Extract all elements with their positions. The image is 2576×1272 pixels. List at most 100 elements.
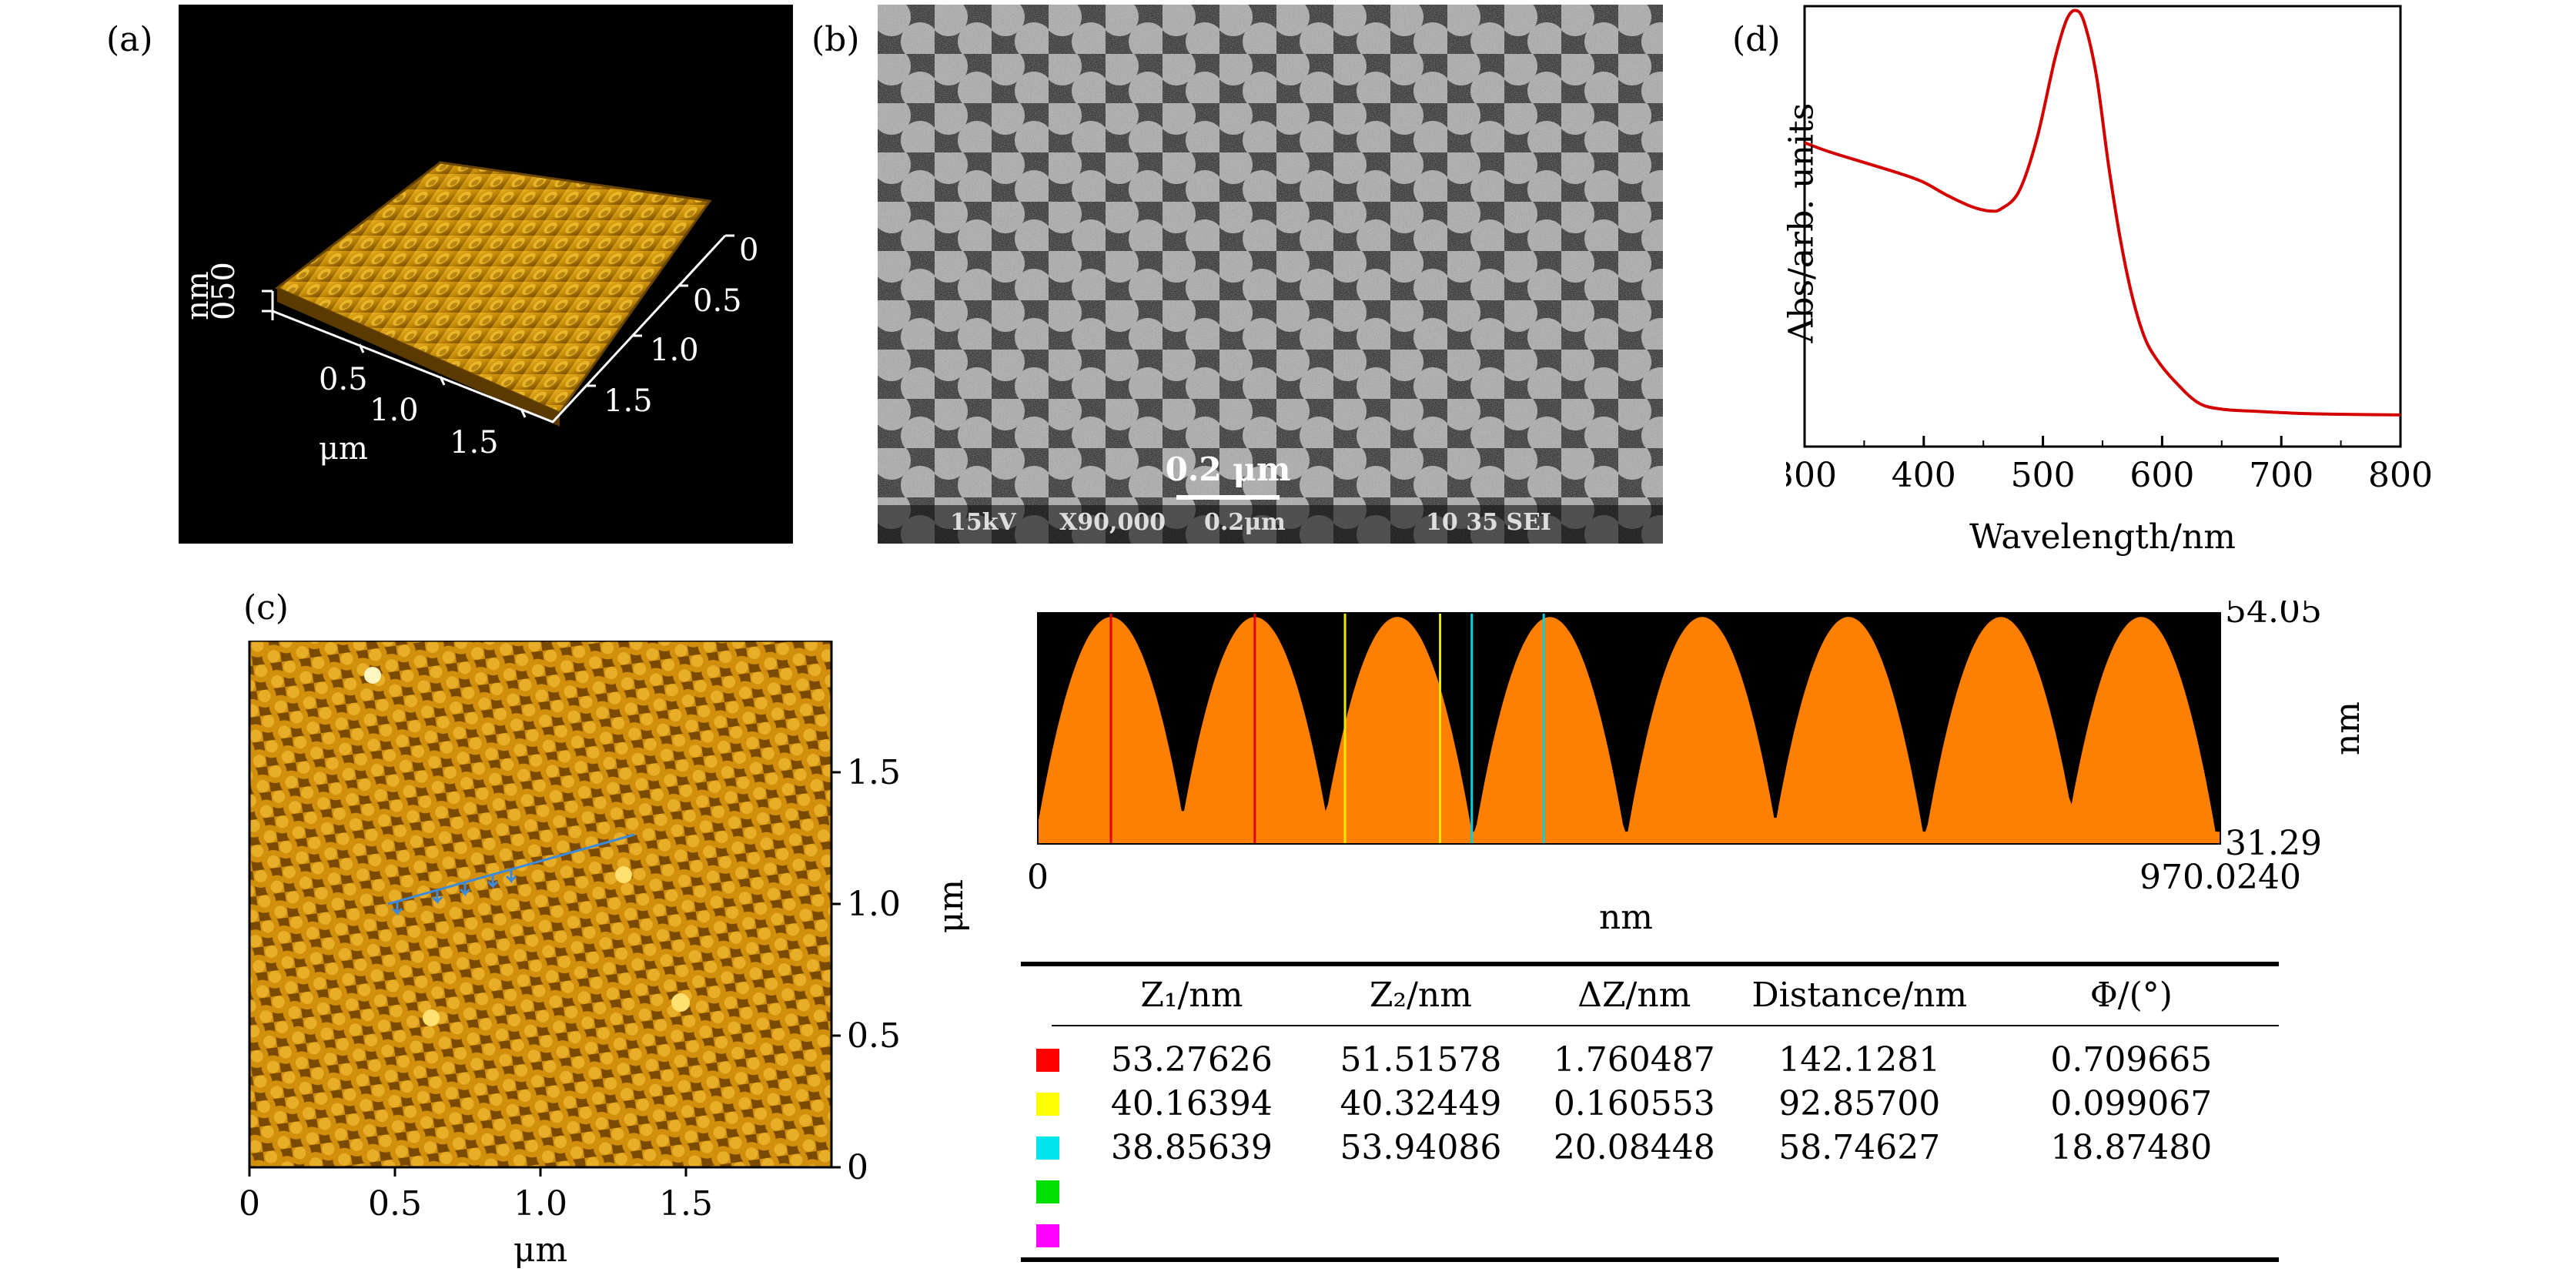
a-x-tick-2: 1.5 xyxy=(450,425,499,460)
table-cell-2: 0.160553 xyxy=(1553,1084,1715,1123)
d-xtick-2: 500 xyxy=(2011,456,2076,495)
c-ylabel: μm xyxy=(932,879,971,933)
panel-b-label: (b) xyxy=(811,20,860,59)
d-xtick-1: 400 xyxy=(1892,456,1956,495)
p-ylabel: nm xyxy=(2328,701,2367,755)
table-header-3: Distance/nm xyxy=(1751,975,1968,1015)
table-cell-3: 92.85700 xyxy=(1778,1084,1941,1123)
profile-area xyxy=(1038,617,2220,844)
p-xlabel: nm xyxy=(1599,898,1653,932)
table-cell-4: 0.099067 xyxy=(2050,1084,2213,1123)
table-cell-4: 18.87480 xyxy=(2050,1128,2213,1167)
row-color-swatch xyxy=(1021,1170,1076,1213)
table-cell-1 xyxy=(1308,1213,1534,1257)
table-cell-4 xyxy=(1984,1213,2279,1257)
d-ylabel-text: Abs/arb. units xyxy=(1781,102,1822,343)
table-cell-1: 51.51578 xyxy=(1340,1040,1502,1080)
panel-d-label: (d) xyxy=(1732,20,1781,59)
p-ytick-top: 54.05 xyxy=(2225,601,2322,631)
p-ytick-bot: 31.29 xyxy=(2225,824,2322,863)
table-cell-3 xyxy=(1735,1213,1984,1257)
d-xtick-3: 600 xyxy=(2129,456,2194,495)
a-y-tick-1: 0.5 xyxy=(693,283,742,319)
profile-table-grid: Z₁/nm Z₂/nm ΔZ/nm Distance/nm Φ/(°) 53.27626 5… xyxy=(1021,969,2279,1257)
table-cell-0 xyxy=(1076,1170,1309,1213)
table-cell-4 xyxy=(1984,1170,2279,1213)
table-spacer xyxy=(1021,1021,2279,1038)
table-cell-0: 40.16394 xyxy=(1110,1084,1273,1123)
panel-c-axes: 0 0.5 1.0 1.5 0 0.5 1.0 1.5 μm μm xyxy=(239,641,971,1270)
panel-c-label: (c) xyxy=(243,588,289,628)
table-cell-1: 53.94086 xyxy=(1340,1128,1502,1167)
c-ytick-2: 1.0 xyxy=(847,885,901,924)
table-cell-3: 58.74627 xyxy=(1778,1128,1941,1167)
d-xtick-0: 300 xyxy=(1786,456,1837,495)
row-color-swatch xyxy=(1021,1082,1076,1126)
table-row: 38.85639 53.94086 20.08448 58.74627 18.87480 xyxy=(1021,1126,2279,1170)
a-z-tick-1: 50 xyxy=(206,262,242,301)
table-cell-2: 20.08448 xyxy=(1553,1128,1715,1167)
a-x-tick-0: 0.5 xyxy=(319,362,368,397)
table-header-1: Z₂/nm xyxy=(1369,975,1472,1015)
panel-c-table-rules xyxy=(1021,962,2279,1262)
c-xtick-0: 0 xyxy=(239,1184,260,1223)
table-cell-1: 40.32449 xyxy=(1340,1084,1502,1123)
panel-a-surface: nm 0 50 0.5 1.0 1.5 μm 0 0.5 1.0 1.5 xyxy=(179,5,793,544)
table-cell-3: 142.1281 xyxy=(1778,1040,1941,1080)
a-x-label: μm xyxy=(319,431,368,467)
a-x-tick-1: 1.0 xyxy=(370,393,419,428)
c-xlabel: μm xyxy=(514,1230,567,1270)
a-y-tick-0: 0 xyxy=(739,233,758,268)
table-header-swatch xyxy=(1021,969,1076,1021)
p-xtick-1: 970.0240 xyxy=(2139,858,2301,897)
table-row: 40.16394 40.32449 0.160553 92.85700 0.099067 xyxy=(1021,1082,2279,1126)
row-color-swatch xyxy=(1021,1038,1076,1082)
swatch-box xyxy=(1036,1136,1060,1160)
table-header-row: Z₁/nm Z₂/nm ΔZ/nm Distance/nm Φ/(°) xyxy=(1021,969,2279,1021)
c-xtick-2: 1.0 xyxy=(514,1184,567,1223)
table-cell-2 xyxy=(1534,1213,1735,1257)
c-ytick-0: 0 xyxy=(847,1148,868,1187)
table-header-0: Z₁/nm xyxy=(1140,975,1243,1015)
b-scale-text: 0.2 μm xyxy=(1166,450,1291,488)
a-z-tick-0: 0 xyxy=(206,301,242,320)
swatch-box xyxy=(1036,1092,1060,1116)
panel-a-label: (a) xyxy=(106,20,153,59)
table-cell-4: 0.709665 xyxy=(2050,1040,2213,1080)
b-footer-mag: X90,000 xyxy=(1059,509,1166,536)
c-ytick-3: 1.5 xyxy=(847,753,901,792)
table-cell-2 xyxy=(1534,1170,1735,1213)
table-row xyxy=(1021,1170,2279,1213)
panel-c-profile: 54.05 31.29 nm 0 970.0240 nm xyxy=(1027,601,2367,932)
swatch-box xyxy=(1036,1048,1060,1072)
table-cell-1 xyxy=(1308,1170,1534,1213)
c-ytick-1: 0.5 xyxy=(847,1016,901,1056)
b-footer-wd: 10 35 SEI xyxy=(1426,509,1551,536)
d-absorbance-line xyxy=(1804,8,2401,417)
table-header-4: Φ/(°) xyxy=(2089,975,2173,1015)
p-xtick-0: 0 xyxy=(1027,858,1049,897)
c-xtick-3: 1.5 xyxy=(659,1184,713,1223)
a-y-tick-3: 1.5 xyxy=(604,383,653,419)
table-cell-0: 53.27626 xyxy=(1110,1040,1273,1080)
table-row xyxy=(1021,1213,2279,1257)
d-xtick-5: 800 xyxy=(2368,456,2433,495)
panel-b-sem: 0.2 μm 15kV X90,000 0.2μm 10 35 SEI xyxy=(878,5,1663,544)
table-row: 53.27626 51.51578 1.760487 142.1281 0.709665 xyxy=(1021,1038,2279,1082)
swatch-box xyxy=(1036,1223,1060,1247)
a-z-label: nm xyxy=(180,271,216,320)
d-plot-frame xyxy=(1803,5,2402,448)
b-footer-kv: 15kV xyxy=(950,509,1017,536)
table-cell-0: 38.85639 xyxy=(1110,1128,1273,1167)
table-header-2: ΔZ/nm xyxy=(1577,975,1691,1015)
table-cell-2: 1.760487 xyxy=(1553,1040,1715,1080)
d-xtick-4: 700 xyxy=(2249,456,2313,495)
c-xtick-1: 0.5 xyxy=(368,1184,422,1223)
b-footer-bar: 0.2μm xyxy=(1204,509,1286,536)
row-color-swatch xyxy=(1021,1126,1076,1170)
panel-d-chart: 300 400 500 600 700 800 Wavelength/nm xyxy=(1786,5,2433,557)
d-xlabel: Wavelength/nm xyxy=(1969,517,2236,557)
panel-c-afm xyxy=(249,641,831,1167)
table-cell-3 xyxy=(1735,1170,1984,1213)
swatch-box xyxy=(1036,1180,1060,1203)
